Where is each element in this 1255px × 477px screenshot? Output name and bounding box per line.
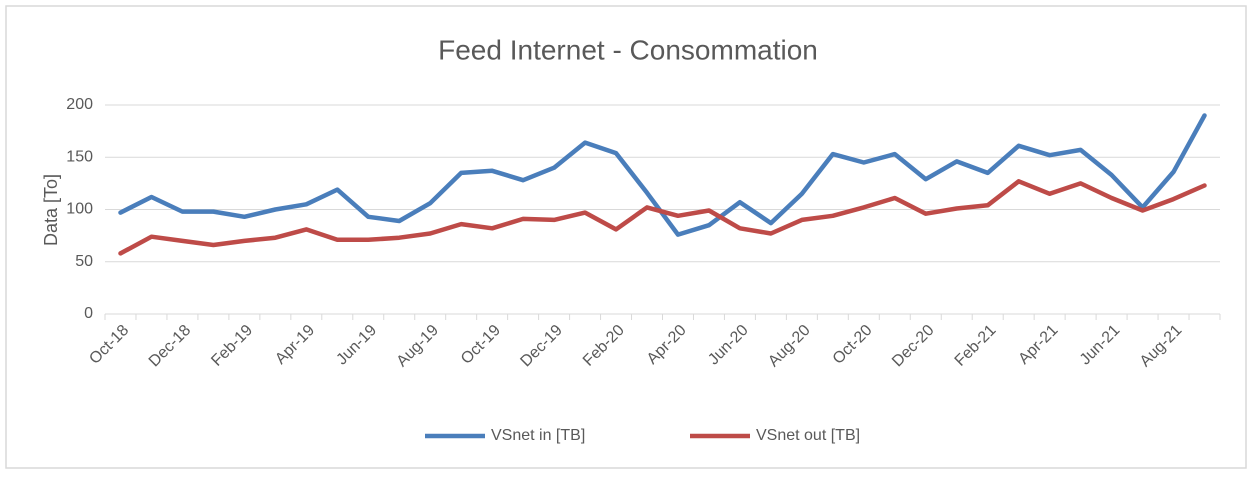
y-tick-label: 100 — [66, 201, 93, 218]
legend-label: VSnet in [TB] — [491, 427, 585, 444]
y-tick-label: 150 — [66, 148, 93, 165]
y-tick-label: 50 — [75, 253, 93, 270]
y-tick-label: 200 — [66, 96, 93, 113]
chart-title: Feed Internet - Consommation — [438, 34, 818, 65]
legend-label: VSnet out [TB] — [756, 427, 860, 444]
y-axis-title: Data [To] — [41, 174, 61, 246]
series-line — [118, 179, 1207, 256]
chart-frame — [5, 5, 1247, 469]
y-tick-label: 0 — [84, 305, 93, 322]
